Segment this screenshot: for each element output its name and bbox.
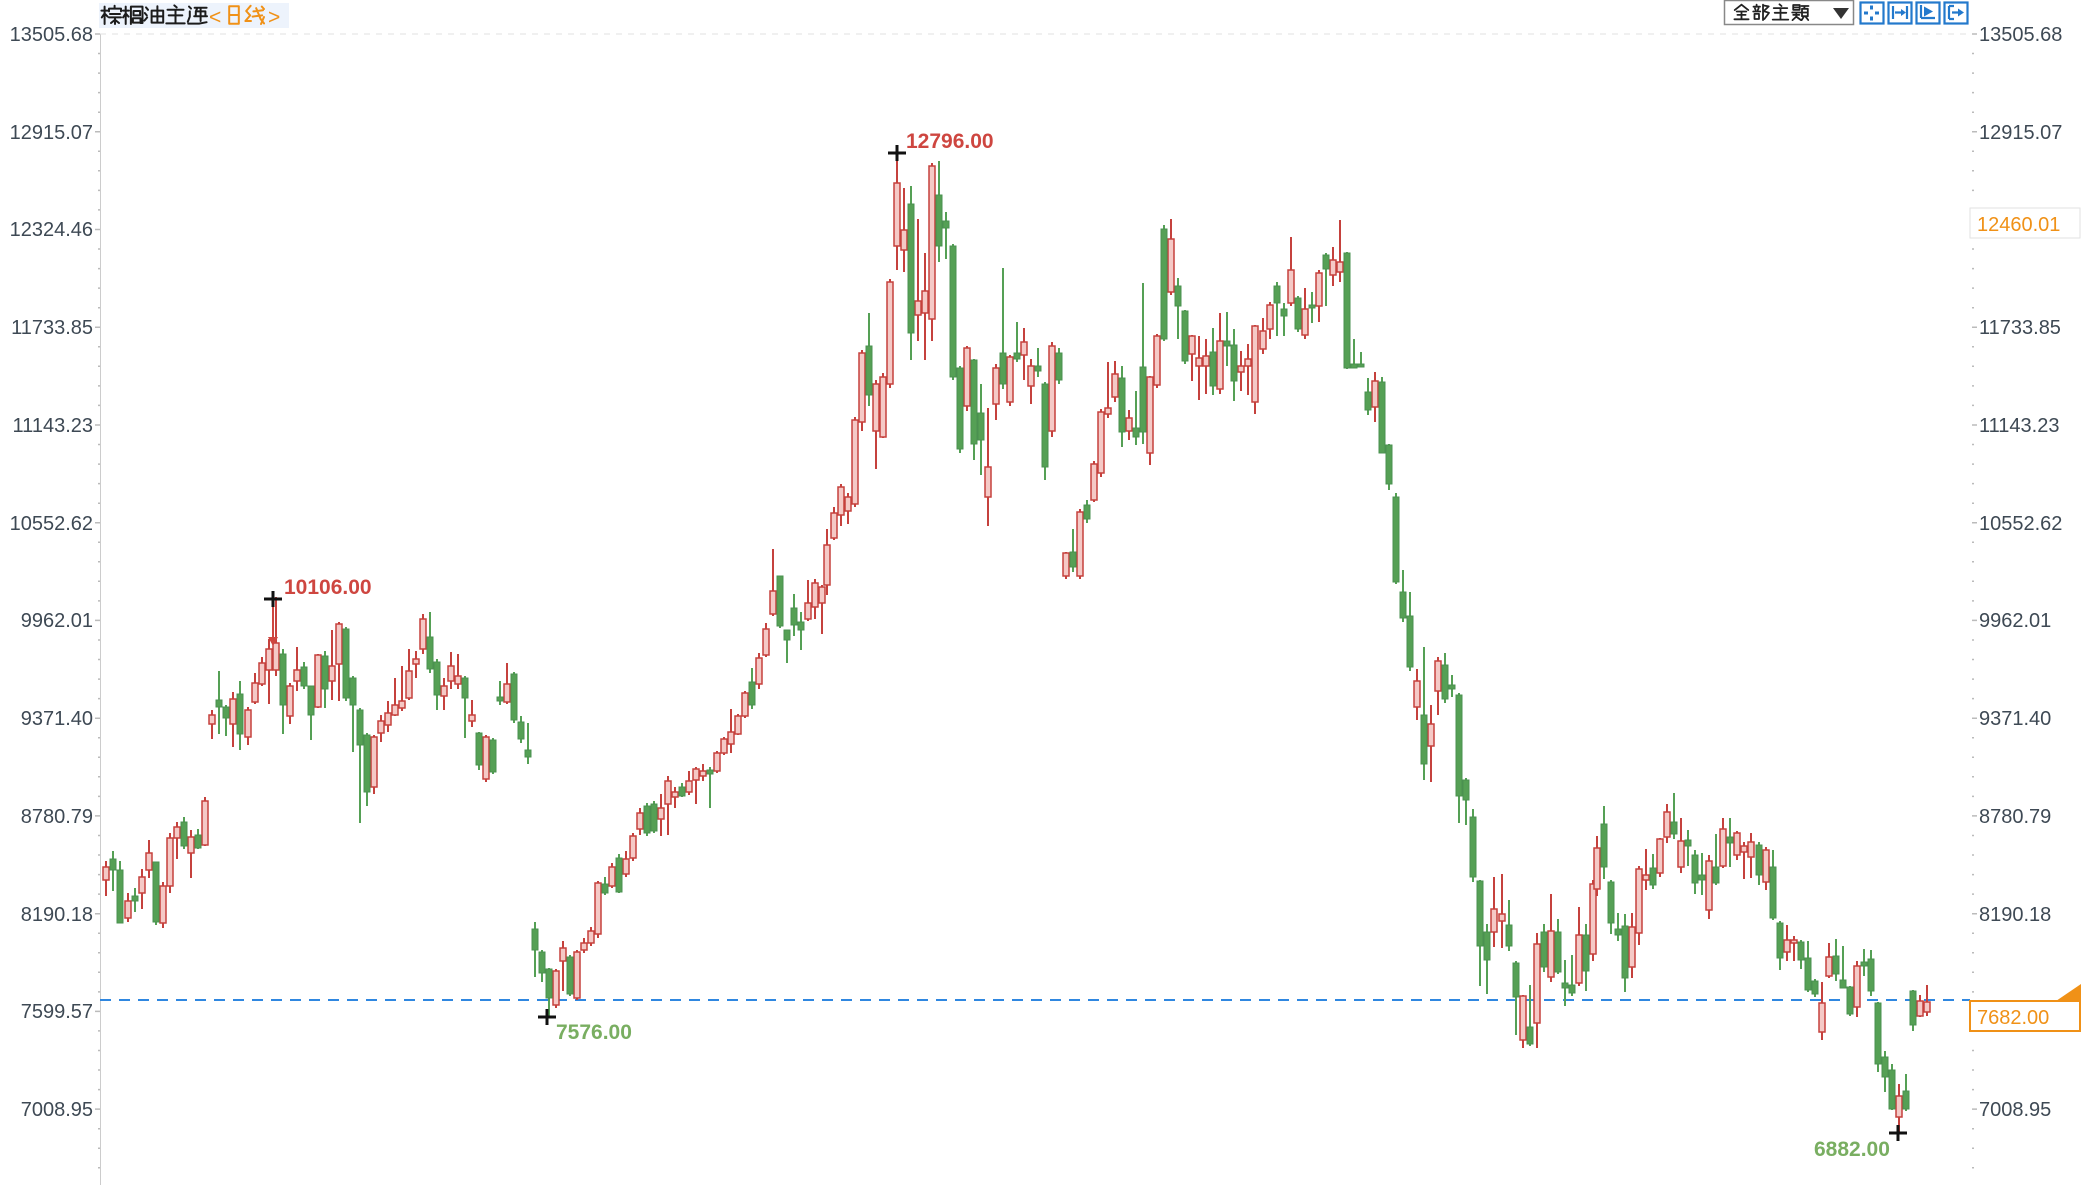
svg-text:12460.01: 12460.01 (1977, 214, 2060, 236)
svg-text:7576.00: 7576.00 (556, 1021, 632, 1044)
svg-text:8780.79: 8780.79 (21, 806, 93, 828)
svg-text:7599.57: 7599.57 (21, 1001, 93, 1023)
svg-text:13505.68: 13505.68 (1979, 24, 2062, 46)
svg-text:7008.95: 7008.95 (21, 1099, 93, 1121)
svg-text:8190.18: 8190.18 (21, 904, 93, 926)
svg-text:12915.07: 12915.07 (10, 122, 93, 144)
svg-text:11143.23: 11143.23 (1979, 415, 2059, 437)
svg-text:13505.68: 13505.68 (10, 24, 93, 46)
svg-text:11733.85: 11733.85 (1979, 317, 2061, 339)
svg-text:6882.00: 6882.00 (1814, 1138, 1890, 1161)
svg-text:>: > (268, 6, 280, 29)
svg-text:11143.23: 11143.23 (13, 415, 93, 437)
svg-text:10106.00: 10106.00 (284, 576, 372, 599)
svg-text:9371.40: 9371.40 (1979, 708, 2051, 730)
svg-text:11733.85: 11733.85 (11, 317, 93, 339)
svg-text:7682.00: 7682.00 (1977, 1007, 2049, 1029)
svg-text:10552.62: 10552.62 (10, 513, 93, 535)
svg-text:8780.79: 8780.79 (1979, 806, 2051, 828)
svg-text:10552.62: 10552.62 (1979, 513, 2062, 535)
svg-text:9371.40: 9371.40 (21, 708, 93, 730)
svg-text:12324.46: 12324.46 (10, 219, 93, 241)
svg-text:12796.00: 12796.00 (906, 130, 994, 153)
svg-text:9962.01: 9962.01 (1979, 610, 2051, 632)
svg-text:9962.01: 9962.01 (21, 610, 93, 632)
svg-text:12915.07: 12915.07 (1979, 122, 2062, 144)
svg-text:7008.95: 7008.95 (1979, 1099, 2051, 1121)
svg-text:<: < (209, 6, 221, 29)
svg-text:8190.18: 8190.18 (1979, 904, 2051, 926)
